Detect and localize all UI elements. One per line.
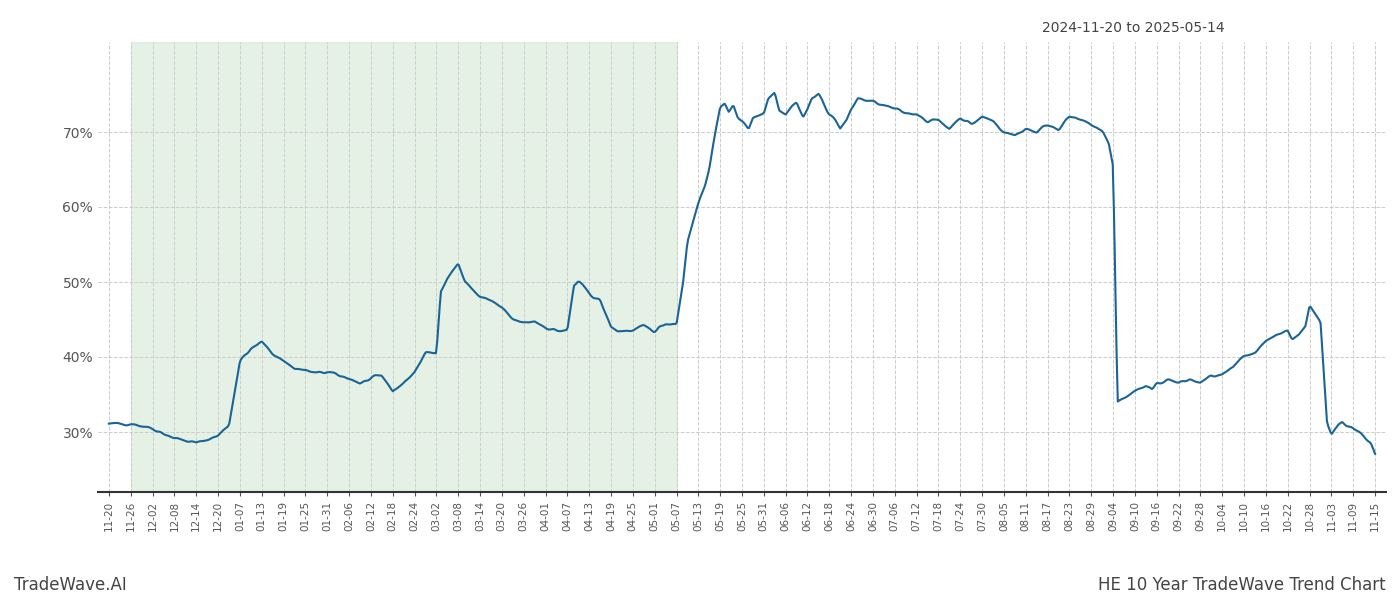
Text: 2024-11-20 to 2025-05-14: 2024-11-20 to 2025-05-14 <box>1043 21 1225 35</box>
Text: HE 10 Year TradeWave Trend Chart: HE 10 Year TradeWave Trend Chart <box>1099 576 1386 594</box>
Text: TradeWave.AI: TradeWave.AI <box>14 576 127 594</box>
Bar <box>130 42 676 492</box>
